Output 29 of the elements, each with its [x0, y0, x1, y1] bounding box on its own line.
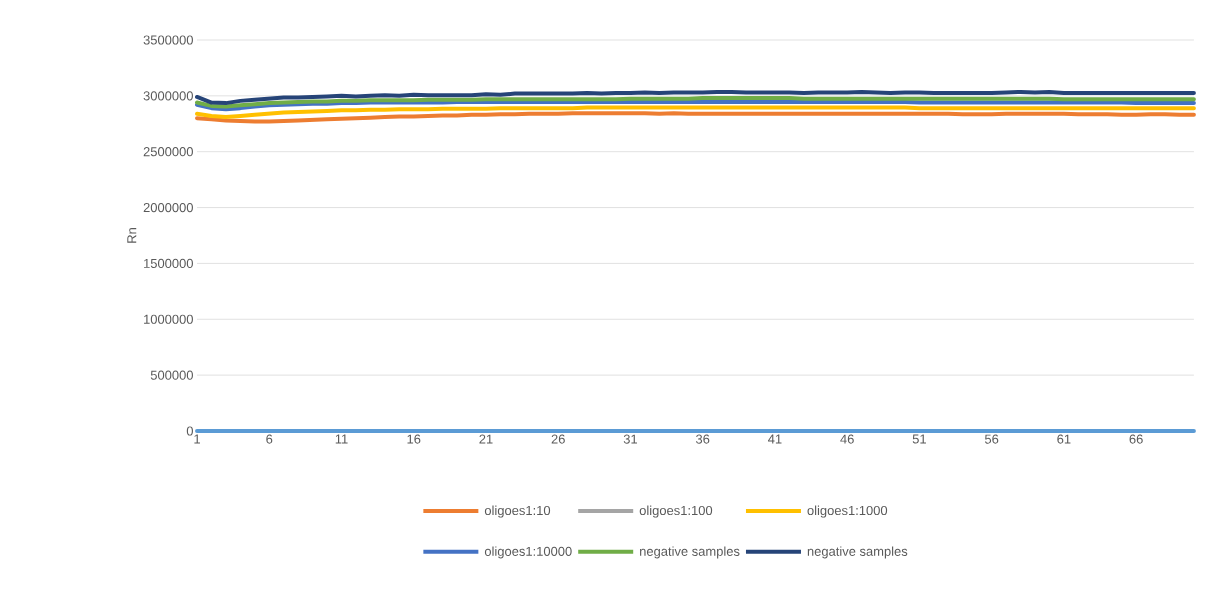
- y-tick-label: 2000000: [143, 202, 193, 213]
- y-tick-label: 3000000: [143, 91, 193, 101]
- x-tick-label: 6: [266, 434, 273, 444]
- x-tick-label: 61: [1057, 434, 1071, 444]
- x-tick-label: 51: [912, 434, 926, 444]
- y-tick-label: 1000000: [144, 314, 193, 324]
- legend-label: negative samples: [807, 546, 908, 559]
- x-tick-label: 41: [768, 434, 782, 444]
- x-tick-label: 46: [840, 434, 854, 444]
- legend-label: oligoes1:100: [639, 505, 713, 518]
- y-tick-label: 1500000: [144, 258, 193, 268]
- x-tick-label: 31: [623, 434, 638, 444]
- y-axis-title: Rn: [127, 228, 137, 243]
- y-tick-label: 500000: [150, 370, 193, 380]
- x-tick-label: 1: [194, 434, 200, 444]
- legend-label: oligoes1:10: [484, 505, 551, 518]
- legend-label: oligoes1:10000: [484, 546, 572, 559]
- x-tick-label: 56: [984, 434, 999, 444]
- x-tick-label: 21: [479, 434, 493, 444]
- x-tick-label: 11: [335, 434, 348, 444]
- x-tick-label: 16: [407, 434, 421, 444]
- y-tick-label: 0: [186, 426, 193, 436]
- x-tick-label: 26: [551, 434, 565, 444]
- x-tick-label: 36: [695, 434, 710, 444]
- legend-label: negative samples: [640, 546, 740, 559]
- y-tick-label: 3500000: [143, 35, 193, 45]
- y-tick-label: 2500000: [143, 147, 193, 157]
- x-tick-label: 66: [1129, 434, 1143, 444]
- legend-label: oligoes1:1000: [807, 505, 888, 518]
